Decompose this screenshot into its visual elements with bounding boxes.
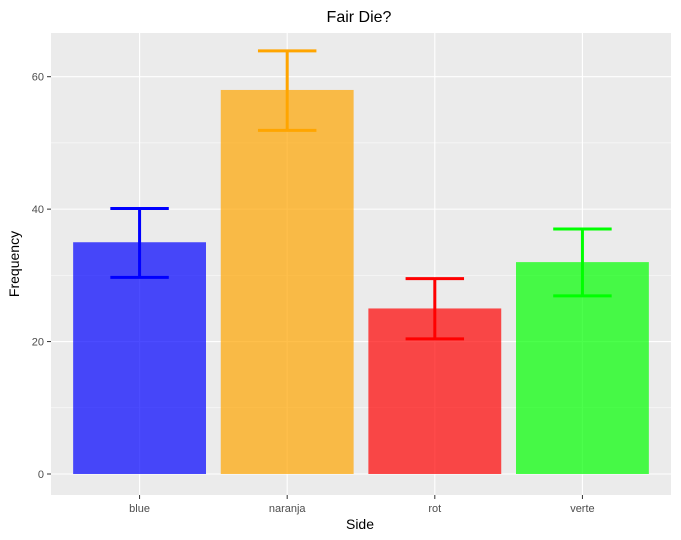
bar-naranja bbox=[220, 89, 354, 474]
error-bar-naranja bbox=[257, 49, 317, 132]
error-bar-blue bbox=[110, 206, 169, 279]
bar-verte bbox=[516, 262, 649, 474]
y-tick-label: 20 bbox=[32, 337, 44, 349]
x-tick-label: rot bbox=[428, 503, 441, 515]
x-tick-label: naranja bbox=[269, 503, 307, 515]
x-tick-label: verte bbox=[570, 503, 594, 515]
y-tick-label: 60 bbox=[32, 72, 44, 84]
bar-blue bbox=[73, 242, 207, 474]
y-tick-label: 40 bbox=[32, 204, 44, 216]
y-axis-ticks: 0 20 40 60 bbox=[32, 72, 51, 481]
error-bars bbox=[110, 49, 612, 341]
x-axis-ticks: blue naranja rot verte bbox=[129, 495, 595, 515]
bars bbox=[73, 89, 649, 474]
y-tick-label: 0 bbox=[38, 469, 44, 481]
chart-title: Fair Die? bbox=[327, 9, 392, 26]
y-axis-title: Frequency bbox=[6, 231, 22, 297]
error-bar-verte bbox=[553, 227, 612, 298]
x-axis-title: Side bbox=[346, 516, 374, 532]
x-tick-label: blue bbox=[129, 503, 150, 515]
error-bar-rot bbox=[405, 277, 465, 341]
